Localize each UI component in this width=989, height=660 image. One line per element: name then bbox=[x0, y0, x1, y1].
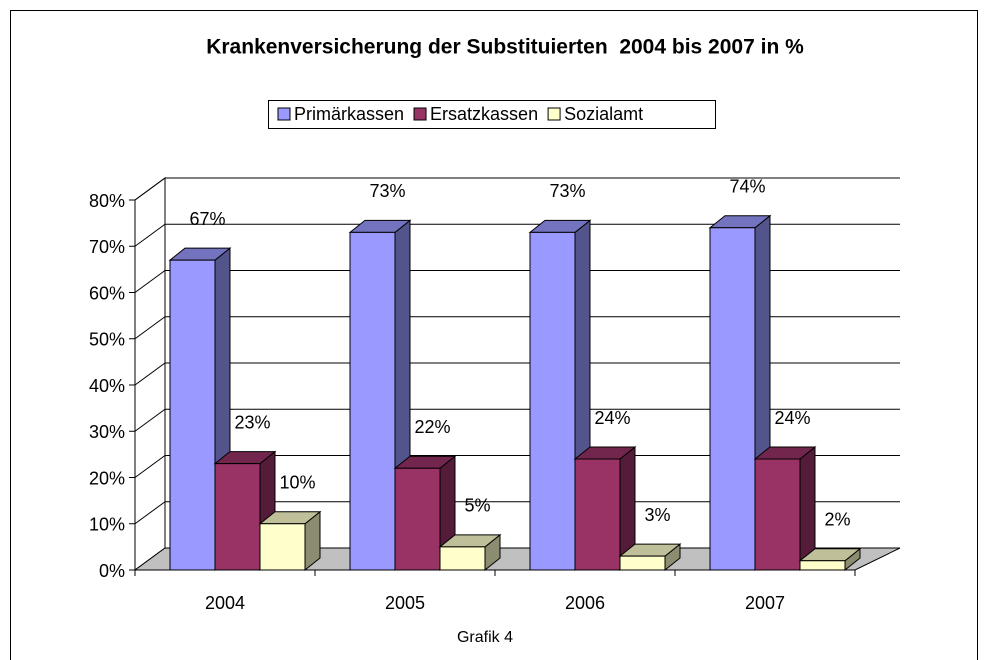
y-tick-label: 0% bbox=[99, 561, 125, 581]
bar bbox=[214, 463, 261, 571]
bar bbox=[169, 259, 216, 571]
x-tick-label: 2004 bbox=[205, 593, 245, 613]
bar bbox=[529, 231, 576, 571]
x-tick-label: 2005 bbox=[385, 593, 425, 613]
grid-line bbox=[134, 177, 166, 201]
bar bbox=[799, 560, 846, 571]
bar bbox=[394, 467, 441, 571]
grid-line bbox=[134, 270, 166, 293]
y-tick-label: 20% bbox=[89, 468, 125, 488]
grid-line bbox=[134, 408, 166, 432]
value-label: 22% bbox=[414, 417, 450, 437]
bar bbox=[754, 458, 801, 571]
y-tick-label: 80% bbox=[89, 191, 125, 211]
bar bbox=[259, 523, 306, 571]
grid-line bbox=[134, 362, 166, 386]
bar bbox=[439, 546, 486, 571]
grid-line bbox=[134, 501, 166, 525]
grid-line bbox=[134, 455, 166, 478]
chart-title: Krankenversicherung der Substituierten 2… bbox=[206, 36, 804, 59]
legend-swatch bbox=[277, 107, 291, 121]
value-label: 73% bbox=[549, 181, 585, 201]
x-tick-label: 2006 bbox=[565, 593, 605, 613]
value-label: 74% bbox=[729, 177, 765, 197]
value-label: 24% bbox=[594, 408, 630, 428]
value-label: 23% bbox=[234, 412, 270, 432]
y-tick-label: 60% bbox=[89, 283, 125, 303]
y-tick-label: 50% bbox=[89, 330, 125, 350]
bar bbox=[619, 555, 666, 571]
legend-swatch bbox=[413, 107, 427, 121]
bar bbox=[709, 227, 756, 571]
value-label: 67% bbox=[189, 209, 225, 229]
legend-label: Primärkassen bbox=[294, 104, 404, 124]
legend-swatch bbox=[547, 107, 561, 121]
y-tick-label: 70% bbox=[89, 237, 125, 257]
bar bbox=[349, 231, 396, 571]
legend-label: Sozialamt bbox=[564, 104, 643, 124]
y-tick-label: 40% bbox=[89, 376, 125, 396]
grid-line bbox=[134, 316, 166, 340]
bar bbox=[574, 458, 621, 571]
value-label: 73% bbox=[369, 181, 405, 201]
value-label: 3% bbox=[644, 505, 670, 525]
value-label: 24% bbox=[774, 408, 810, 428]
grid-line bbox=[134, 223, 166, 247]
value-label: 10% bbox=[279, 473, 315, 493]
legend-label: Ersatzkassen bbox=[430, 104, 538, 124]
value-label: 5% bbox=[464, 496, 490, 516]
x-tick-label: 2007 bbox=[745, 593, 785, 613]
caption: Grafik 4 bbox=[457, 629, 513, 646]
y-tick-label: 10% bbox=[89, 515, 125, 535]
value-label: 2% bbox=[824, 510, 850, 530]
y-tick-label: 30% bbox=[89, 422, 125, 442]
legend bbox=[268, 100, 716, 129]
